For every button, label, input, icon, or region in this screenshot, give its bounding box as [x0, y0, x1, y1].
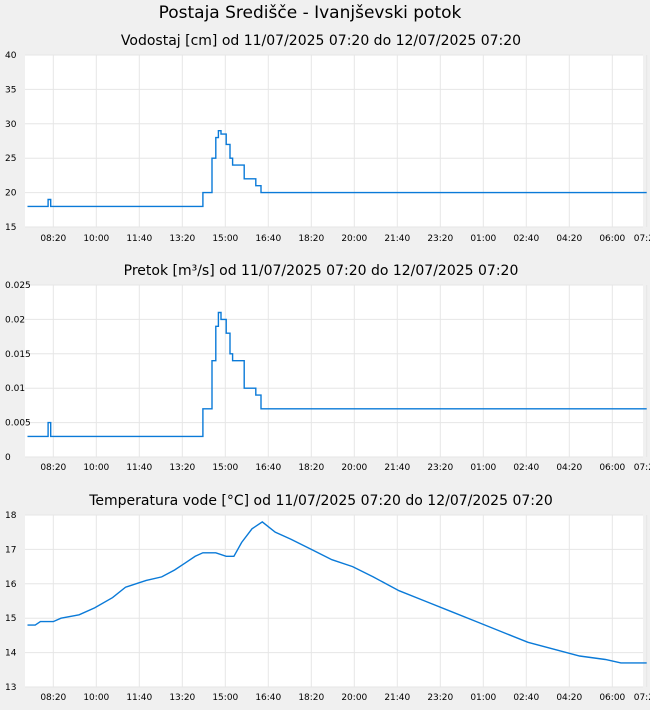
y-tick-label: 30 — [5, 120, 17, 130]
x-tick-label: 01:00 — [470, 463, 496, 473]
x-tick-label: 18:20 — [298, 234, 324, 244]
y-tick-label: 0.025 — [5, 281, 31, 291]
y-tick-label: 0.01 — [5, 384, 25, 394]
x-tick-label: 06:00 — [599, 463, 625, 473]
x-tick-label: 18:20 — [298, 463, 324, 473]
x-tick-label: 21:40 — [384, 234, 410, 244]
chart-1: 15 20 25 30 35 40 08:20 10:00 11:40 13:20 15:00 16:… — [5, 33, 650, 244]
x-tick-label: 11:40 — [126, 234, 152, 244]
x-tick-label: 10:00 — [83, 693, 109, 703]
series-line — [27, 311, 647, 438]
x-tick-label: 10:00 — [83, 234, 109, 244]
x-tick-label: 20:00 — [341, 463, 367, 473]
x-tick-label: 23:20 — [427, 234, 453, 244]
x-tick-label: 04:20 — [556, 234, 582, 244]
x-tick-label: 11:40 — [126, 463, 152, 473]
y-tick-label: 17 — [5, 545, 16, 555]
chart-2: 0 0.005 0.01 0.015 0.02 0.025 08:20 10:00 11:40 1… — [5, 263, 650, 473]
x-tick-label: 23:20 — [427, 693, 453, 703]
y-tick-label: 14 — [5, 649, 17, 659]
y-tick-label: 16 — [5, 580, 17, 590]
x-tick-label: 13:20 — [169, 693, 195, 703]
y-tick-label: 0.02 — [5, 315, 25, 325]
y-tick-label: 20 — [5, 189, 17, 199]
x-tick-label: 10:00 — [83, 463, 109, 473]
chart-title: Pretok [m³/s] od 11/07/2025 07:20 do 12/… — [124, 263, 519, 279]
x-tick-label: 08:20 — [40, 234, 66, 244]
x-tick-label: 02:40 — [513, 693, 539, 703]
x-tick-label: 16:40 — [255, 693, 281, 703]
x-tick-label: 15:00 — [212, 234, 238, 244]
x-tick-label: 20:00 — [341, 234, 367, 244]
x-tick-label: 11:40 — [126, 693, 152, 703]
x-tick-label: 07:20 — [634, 463, 650, 473]
y-tick-label: 35 — [5, 85, 16, 95]
y-tick-label: 0.005 — [5, 419, 31, 429]
y-tick-label: 18 — [5, 511, 17, 521]
chart-title: Vodostaj [cm] od 11/07/2025 07:20 do 12/… — [121, 33, 521, 49]
plot-area — [25, 55, 643, 227]
x-tick-label: 04:20 — [556, 463, 582, 473]
y-tick-label: 0.015 — [5, 350, 31, 360]
y-tick-label: 15 — [5, 223, 16, 233]
plot-area — [25, 515, 643, 687]
y-tick-label: 0 — [5, 453, 11, 463]
x-tick-label: 13:20 — [169, 234, 195, 244]
x-tick-label: 20:00 — [341, 693, 367, 703]
series-line — [27, 521, 647, 664]
y-tick-label: 40 — [5, 51, 17, 61]
plot-area — [25, 285, 643, 457]
x-tick-label: 21:40 — [384, 463, 410, 473]
x-tick-label: 15:00 — [212, 463, 238, 473]
x-tick-label: 02:40 — [513, 463, 539, 473]
x-tick-label: 06:00 — [599, 693, 625, 703]
chart-3: 13 14 15 16 17 18 08:20 10:00 11:40 13:20 15:00 16:… — [5, 493, 650, 703]
x-tick-label: 15:00 — [212, 693, 238, 703]
x-tick-label: 23:20 — [427, 463, 453, 473]
x-tick-label: 07:20 — [634, 693, 650, 703]
x-tick-label: 08:20 — [40, 693, 66, 703]
x-tick-label: 06:00 — [599, 234, 625, 244]
x-tick-label: 07:20 — [634, 234, 650, 244]
x-tick-label: 16:40 — [255, 234, 281, 244]
station-title: Postaja Središče - Ivanjševski potok — [158, 3, 462, 23]
x-tick-label: 13:20 — [169, 463, 195, 473]
x-tick-label: 01:00 — [470, 693, 496, 703]
x-tick-label: 21:40 — [384, 693, 410, 703]
x-tick-label: 16:40 — [255, 463, 281, 473]
x-tick-label: 01:00 — [470, 234, 496, 244]
x-tick-label: 08:20 — [40, 463, 66, 473]
x-tick-label: 18:20 — [298, 693, 324, 703]
y-tick-label: 15 — [5, 614, 16, 624]
series-line — [27, 130, 647, 208]
x-tick-label: 02:40 — [513, 234, 539, 244]
y-tick-label: 13 — [5, 683, 16, 693]
chart-title: Temperatura vode [°C] od 11/07/2025 07:2… — [88, 493, 553, 509]
y-tick-label: 25 — [5, 154, 16, 164]
x-tick-label: 04:20 — [556, 693, 582, 703]
